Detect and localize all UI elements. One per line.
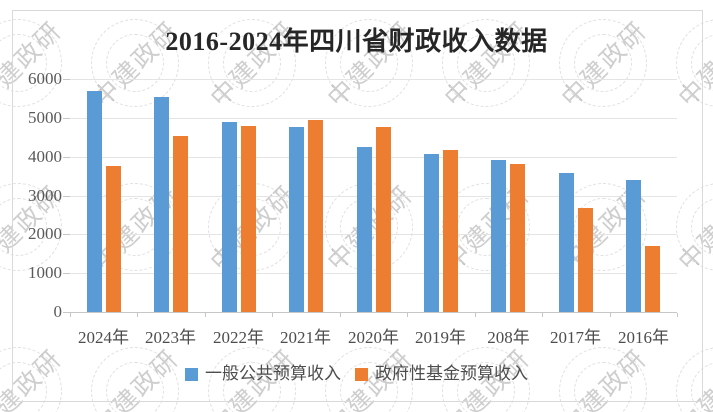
- bar-blue-2019年: [424, 154, 439, 312]
- x-axis-tick: [542, 313, 543, 317]
- y-axis-label: 3000: [28, 186, 62, 205]
- legend: 一般公共预算收入 政府性基金预算收入: [0, 365, 713, 383]
- legend-label: 一般公共预算收入: [205, 364, 341, 383]
- x-axis-label: 2022年: [213, 328, 264, 347]
- bar-orange-2023年: [173, 136, 188, 312]
- y-axis-tick: [63, 273, 70, 274]
- y-axis-label: 0: [53, 302, 63, 321]
- bar-orange-208年: [510, 164, 525, 312]
- x-axis-label: 2019年: [415, 328, 466, 347]
- bar-orange-2021年: [308, 120, 323, 312]
- y-axis-tick: [63, 157, 70, 158]
- y-axis-label: 6000: [28, 69, 62, 88]
- gridline-3000: [70, 196, 677, 197]
- x-axis-label: 2017年: [550, 328, 601, 347]
- bar-blue-2024年: [87, 91, 102, 312]
- x-axis-tick: [610, 313, 611, 317]
- legend-swatch: [355, 367, 368, 381]
- x-axis-label: 2023年: [145, 328, 196, 347]
- gridline-5000: [70, 118, 677, 119]
- watermark-ring-icon: [325, 19, 413, 107]
- legend-swatch: [185, 367, 198, 381]
- y-axis-label: 2000: [28, 224, 62, 243]
- x-axis-tick: [272, 313, 273, 317]
- x-axis-label: 2024年: [78, 328, 129, 347]
- bar-blue-2023年: [154, 97, 169, 312]
- bar-orange-2020年: [376, 127, 391, 312]
- gridline-6000: [70, 79, 677, 80]
- legend-item-general-budget: 一般公共预算收入: [185, 365, 341, 383]
- x-axis-label: 2020年: [348, 328, 399, 347]
- x-axis-tick: [137, 313, 138, 317]
- y-axis-tick: [63, 118, 70, 119]
- watermark-ring-icon: [208, 19, 296, 107]
- y-axis-label: 5000: [28, 108, 62, 127]
- watermark-ring-icon: [442, 19, 530, 107]
- y-axis-tick: [63, 234, 70, 235]
- x-axis-label: 2021年: [280, 328, 331, 347]
- bar-orange-2024年: [106, 166, 121, 312]
- bar-orange-2016年: [645, 246, 660, 312]
- chart-title: 2016-2024年四川省财政收入数据: [165, 27, 548, 56]
- x-axis-label: 2016年: [618, 328, 669, 347]
- y-axis-tick: [63, 312, 70, 313]
- watermark-ring-icon: [442, 183, 530, 271]
- gridline-2000: [70, 234, 677, 235]
- bar-blue-2020年: [357, 147, 372, 312]
- x-axis-line: [70, 312, 677, 313]
- gridline-1000: [70, 273, 677, 274]
- x-axis-tick: [70, 313, 71, 317]
- bar-blue-2016年: [626, 180, 641, 312]
- x-axis-tick: [340, 313, 341, 317]
- x-axis-tick: [677, 313, 678, 317]
- x-axis-tick: [475, 313, 476, 317]
- bar-orange-2022年: [241, 126, 256, 312]
- y-axis-tick: [63, 196, 70, 197]
- bar-blue-2021年: [289, 127, 304, 312]
- watermark-ring-icon: [559, 19, 647, 107]
- gridline-4000: [70, 157, 677, 158]
- legend-label: 政府性基金预算收入: [375, 364, 528, 383]
- bar-orange-2019年: [443, 150, 458, 312]
- bar-orange-2017年: [578, 208, 593, 312]
- watermark-ring-icon: [91, 19, 179, 107]
- legend-item-gov-fund: 政府性基金预算收入: [355, 365, 528, 383]
- x-axis-tick: [205, 313, 206, 317]
- x-axis-label: 208年: [487, 328, 530, 347]
- y-axis-label: 4000: [28, 147, 62, 166]
- bar-blue-2017年: [559, 173, 574, 312]
- y-axis-label: 1000: [28, 263, 62, 282]
- x-axis-tick: [407, 313, 408, 317]
- y-axis-tick: [63, 79, 70, 80]
- bar-blue-208年: [491, 160, 506, 312]
- bar-blue-2022年: [222, 122, 237, 312]
